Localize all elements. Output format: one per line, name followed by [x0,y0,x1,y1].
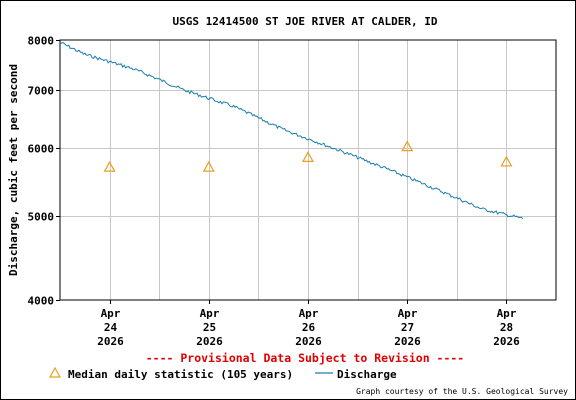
legend-discharge-label: Discharge [337,368,397,381]
courtesy-credit: Graph courtesy of the U.S. Geological Su… [356,387,568,396]
median-marker [301,151,315,163]
x-tick-label-year: 2026 [493,335,520,348]
legend-median-label: Median daily statistic (105 years) [68,368,293,381]
x-tick-label-year: 2026 [295,335,322,348]
y-tick-label: 6000 [28,143,55,156]
y-tick-label: 8000 [28,35,55,48]
median-marker [103,160,116,172]
median-marker [202,160,215,172]
x-tick-label-year: 2026 [97,335,124,348]
legend-median-marker [48,366,62,378]
x-tick-label-day: 26 [302,321,316,334]
y-tick-label: 5000 [28,211,55,224]
y-tick-label: 7000 [28,85,55,98]
x-tick-label-year: 2026 [394,335,421,348]
median-markers [103,140,513,172]
y-tick-label: 4000 [28,295,55,308]
x-tick-label-day: 24 [104,321,118,334]
chart-title: USGS 12414500 ST JOE RIVER AT CALDER, ID [173,15,438,28]
y-axis-label: Discharge, cubic feet per second [7,64,20,276]
x-tick-label-month: Apr [497,307,517,320]
x-axis-ticks: Apr242026Apr252026Apr262026Apr272026Apr2… [97,300,520,348]
provisional-note: ---- Provisional Data Subject to Revisio… [146,351,465,365]
x-tick-label-year: 2026 [196,335,223,348]
x-tick-label-day: 25 [203,321,216,334]
grid-lines [60,40,556,300]
discharge-series-line [59,41,524,219]
median-marker [401,140,414,152]
legend: Median daily statistic (105 years) Disch… [48,366,397,381]
x-tick-label-month: Apr [101,307,121,320]
x-tick-label-month: Apr [398,307,418,320]
x-tick-label-month: Apr [299,307,319,320]
y-axis-ticks: 4000 5000 6000 7000 8000 [28,35,60,308]
x-tick-label-month: Apr [200,307,220,320]
x-tick-label-day: 28 [500,321,513,334]
median-marker [500,155,513,167]
x-tick-label-day: 27 [401,321,414,334]
